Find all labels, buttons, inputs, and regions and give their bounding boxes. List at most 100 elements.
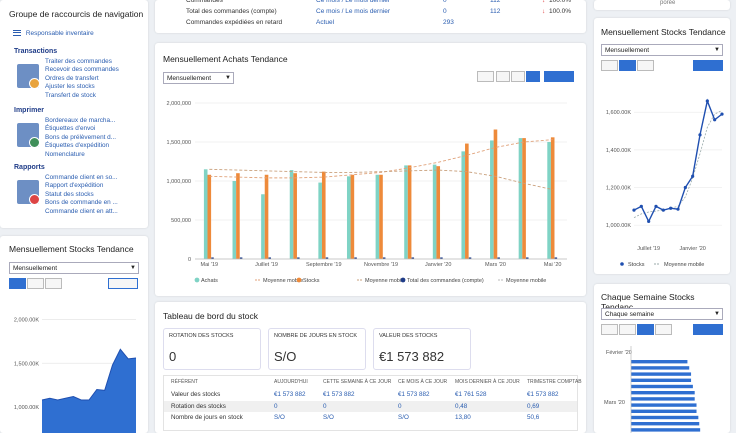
line-chart-toggle[interactable] [496, 71, 510, 82]
line-chart-toggle[interactable] [619, 60, 636, 71]
shortcut-link[interactable]: Rapport d'expédition [45, 182, 104, 190]
stacked-bar-toggle[interactable] [637, 324, 654, 335]
table-cell[interactable]: €1 761 528 [455, 391, 487, 398]
table-cell[interactable]: 0 [323, 402, 327, 410]
weekly-select[interactable]: Chaque semaine ▼ [601, 308, 723, 320]
data-point [683, 185, 687, 190]
trend-toggle[interactable] [108, 278, 138, 289]
chevron-down-icon: ▼ [714, 311, 720, 317]
y-tick-label: 1,400.00K [606, 148, 631, 154]
data-point [691, 174, 695, 178]
bar-total [554, 257, 558, 259]
shortcut-link[interactable]: Étiquettes d'envoi [45, 125, 96, 133]
table-cell[interactable]: 0,69 [527, 402, 540, 410]
stock-table [163, 375, 578, 431]
table-cell[interactable]: 0 [274, 402, 278, 410]
role-row[interactable]: Responsable inventaire [13, 30, 94, 37]
trend-toggle[interactable] [693, 324, 723, 335]
kpi-card: VALEUR DES STOCKS €1 573 882 [373, 328, 471, 370]
line-chart-toggle[interactable] [27, 278, 44, 289]
kpi-value: €1 573 882 [379, 349, 445, 364]
table-cell[interactable]: S/O [323, 414, 334, 421]
shortcut-link[interactable]: Transfert de stock [45, 91, 96, 99]
legend-label: Moyenne mobile [263, 278, 303, 284]
bar-achats [461, 151, 466, 259]
bar-stocks [264, 174, 269, 259]
shortcut-link[interactable]: Ajuster les stocks [45, 83, 95, 91]
weekly-bar [631, 415, 699, 420]
bar-total [239, 257, 243, 259]
table-cell[interactable]: 13,80 [455, 414, 471, 421]
table-cell[interactable]: €1 573 882 [323, 391, 355, 398]
shortcut-link[interactable]: Étiquettes d'expédition [45, 142, 110, 150]
weekly-chart: Février '20 Mars '20 [604, 346, 701, 433]
data-point [676, 207, 680, 211]
row-period[interactable]: Ce mois / Le mois dernier [316, 0, 391, 4]
area-chart-toggle[interactable] [601, 60, 618, 71]
bar-total [497, 257, 500, 259]
bar-chart-toggle[interactable] [526, 71, 540, 82]
area-chart-toggle[interactable] [601, 324, 618, 335]
weekly-panel: Chaque Semaine Stocks Tendanc... Chaque … [594, 284, 730, 433]
stocks-left-select[interactable]: Mensuellement ▼ [9, 262, 139, 274]
stocks-right-select[interactable]: Mensuellement ▼ [601, 44, 723, 56]
x-tick-label: Novembre '19 [364, 262, 398, 268]
table-cell[interactable]: €1 573 882 [398, 391, 430, 398]
bar-achats [490, 140, 494, 259]
bar-achats [547, 142, 551, 259]
trend-toggle[interactable] [693, 60, 723, 71]
shortcut-link[interactable]: Statut des stocks [45, 190, 94, 198]
column-header: RÉFÉRENT [171, 379, 198, 385]
y-tick-label: 1,000.00K [14, 405, 39, 411]
stocks-left-chart: 1,000.00K 1,500.00K 2,000.00K [14, 318, 137, 433]
shortcut-link[interactable]: Traiter des commandes [45, 58, 112, 65]
area-chart-toggle[interactable] [9, 278, 26, 289]
bar-chart-toggle[interactable] [637, 60, 654, 71]
row-period[interactable]: Ce mois / Le mois dernier [316, 8, 391, 15]
shortcut-link[interactable]: Bons de commande en ... [45, 199, 118, 207]
x-tick-label: Mai '20 [544, 262, 562, 268]
row-value-prev: 112 [490, 8, 501, 15]
stocks-right-chart: 1,000.00K 1,200.00K 1,400.00K 1,600.00K Juil… [606, 98, 724, 268]
stock-dashboard-panel: Tableau de bord du stock ROTATION DES ST… [155, 302, 586, 433]
table-cell[interactable]: 50,6 [527, 414, 540, 421]
shortcut-link[interactable]: Ordres de transfert [45, 74, 99, 82]
row-value: 293 [443, 19, 454, 26]
stocks-left-title: Mensuellement Stocks Tendance [9, 244, 134, 254]
table-cell[interactable]: S/O [398, 414, 409, 421]
shortcut-link[interactable]: Nomenclature [45, 150, 85, 158]
legend-swatch [296, 277, 302, 283]
bar-stocks [522, 138, 526, 259]
bar-chart-toggle[interactable] [655, 324, 672, 335]
row-label: Nombre de jours en stock [171, 414, 243, 421]
weekly-bar [631, 384, 693, 389]
row-period[interactable]: Actuel [316, 19, 335, 26]
weekly-bar [631, 397, 695, 401]
shortcut-link[interactable]: Recevoir des commandes [45, 66, 119, 74]
shortcut-link[interactable]: Bons de prélèvement d... [45, 133, 117, 141]
achats-select[interactable]: Mensuellement ▼ [163, 72, 234, 84]
table-cell[interactable]: 0,48 [455, 402, 468, 410]
shortcut-link[interactable]: Commande client en so... [45, 174, 118, 181]
shortcut-link[interactable]: Commande client en att... [45, 207, 118, 215]
kpi-label: ROTATION DES STOCKS [169, 333, 234, 339]
bar-chart-toggle[interactable] [45, 278, 62, 289]
data-point [661, 208, 665, 212]
y-tick-label: 0 [188, 257, 191, 263]
table-cell[interactable]: 0 [398, 402, 402, 410]
table-cell[interactable]: €1 573 882 [274, 391, 306, 398]
table-cell[interactable]: €1 573 882 [527, 391, 559, 398]
table-cell[interactable]: S/O [274, 414, 285, 421]
area-chart-toggle[interactable] [477, 71, 494, 82]
data-point [698, 133, 702, 137]
row-value: 0 [443, 8, 447, 15]
stacked-bar-toggle[interactable] [511, 71, 525, 82]
bar-total [354, 257, 357, 259]
shortcut-link[interactable]: Bordereaux de marcha... [45, 117, 116, 124]
bar-achats [318, 182, 322, 259]
chevron-down-icon: ▼ [714, 47, 720, 53]
line-chart-toggle[interactable] [619, 324, 636, 335]
trend-toggle[interactable] [544, 71, 574, 82]
bar-total [325, 257, 329, 259]
x-tick-label: Juillet '19 [255, 262, 278, 268]
